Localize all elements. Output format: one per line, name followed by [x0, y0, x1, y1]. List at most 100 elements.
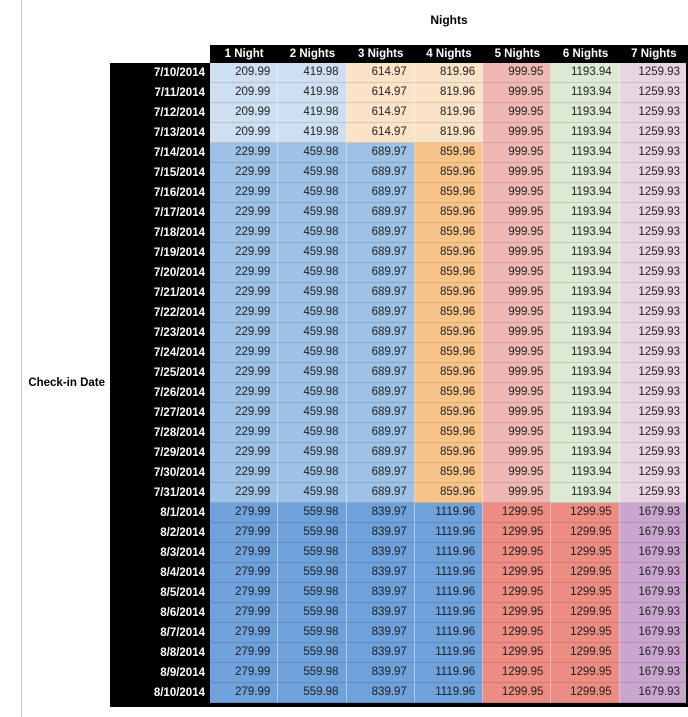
- price-cell[interactable]: 1119.96: [414, 583, 484, 603]
- price-cell[interactable]: 279.99: [210, 563, 279, 583]
- row-date[interactable]: 7/23/2014: [110, 323, 210, 343]
- price-cell[interactable]: 689.97: [346, 343, 415, 363]
- price-cell[interactable]: 689.97: [346, 203, 415, 223]
- row-date[interactable]: 7/10/2014: [110, 63, 210, 83]
- price-cell[interactable]: 279.99: [210, 603, 279, 623]
- row-date[interactable]: 7/19/2014: [110, 243, 210, 263]
- row-date[interactable]: 7/31/2014: [110, 483, 210, 503]
- price-cell[interactable]: 229.99: [210, 363, 279, 383]
- price-cell[interactable]: 999.95: [483, 443, 552, 463]
- row-date[interactable]: 7/11/2014: [110, 83, 210, 103]
- price-cell[interactable]: 1193.94: [551, 223, 620, 243]
- price-cell[interactable]: 1119.96: [414, 603, 484, 623]
- price-cell[interactable]: 859.96: [414, 423, 484, 443]
- price-cell[interactable]: 999.95: [483, 203, 552, 223]
- price-cell[interactable]: 859.96: [414, 483, 484, 503]
- price-cell[interactable]: 999.95: [483, 263, 552, 283]
- price-cell[interactable]: 839.97: [346, 623, 415, 643]
- price-cell[interactable]: 1259.93: [619, 203, 688, 223]
- price-cell[interactable]: 279.99: [210, 643, 279, 663]
- price-cell[interactable]: 559.98: [278, 543, 347, 563]
- row-date[interactable]: 8/9/2014: [110, 663, 210, 683]
- row-date[interactable]: 7/24/2014: [110, 343, 210, 363]
- price-cell[interactable]: 229.99: [210, 243, 279, 263]
- price-cell[interactable]: 999.95: [483, 463, 552, 483]
- row-date[interactable]: 7/13/2014: [110, 123, 210, 143]
- price-cell[interactable]: 689.97: [346, 143, 415, 163]
- price-cell[interactable]: 1299.95: [483, 623, 552, 643]
- price-cell[interactable]: 1299.95: [551, 603, 620, 623]
- price-cell[interactable]: 229.99: [210, 283, 279, 303]
- price-cell[interactable]: 1119.96: [414, 543, 484, 563]
- price-cell[interactable]: 559.98: [278, 623, 347, 643]
- price-cell[interactable]: 859.96: [414, 143, 484, 163]
- price-cell[interactable]: 859.96: [414, 223, 484, 243]
- price-cell[interactable]: 859.96: [414, 303, 484, 323]
- price-cell[interactable]: 1679.93: [619, 663, 688, 683]
- column-header[interactable]: 2 Nights: [278, 45, 347, 63]
- column-header[interactable]: 1 Night: [210, 45, 279, 63]
- price-cell[interactable]: 1193.94: [551, 263, 620, 283]
- price-cell[interactable]: 689.97: [346, 163, 415, 183]
- price-cell[interactable]: 689.97: [346, 223, 415, 243]
- price-cell[interactable]: 459.98: [278, 423, 347, 443]
- price-cell[interactable]: 1193.94: [551, 143, 620, 163]
- price-cell[interactable]: 1259.93: [619, 483, 688, 503]
- price-cell[interactable]: 999.95: [483, 423, 552, 443]
- price-cell[interactable]: 1193.94: [551, 443, 620, 463]
- price-cell[interactable]: 999.95: [483, 123, 552, 143]
- price-cell[interactable]: 229.99: [210, 163, 279, 183]
- price-cell[interactable]: 1299.95: [551, 643, 620, 663]
- price-cell[interactable]: 279.99: [210, 523, 279, 543]
- price-cell[interactable]: 859.96: [414, 243, 484, 263]
- price-cell[interactable]: 614.97: [346, 103, 415, 123]
- price-cell[interactable]: 859.96: [414, 283, 484, 303]
- price-cell[interactable]: 1259.93: [619, 443, 688, 463]
- price-cell[interactable]: 689.97: [346, 183, 415, 203]
- price-cell[interactable]: 1259.93: [619, 103, 688, 123]
- price-cell[interactable]: 459.98: [278, 343, 347, 363]
- price-cell[interactable]: 1193.94: [551, 203, 620, 223]
- price-cell[interactable]: 229.99: [210, 343, 279, 363]
- price-cell[interactable]: 419.98: [278, 63, 347, 83]
- price-cell[interactable]: 1193.94: [551, 303, 620, 323]
- row-date[interactable]: 7/18/2014: [110, 223, 210, 243]
- row-date[interactable]: 8/7/2014: [110, 623, 210, 643]
- row-date[interactable]: 7/26/2014: [110, 383, 210, 403]
- price-cell[interactable]: 1259.93: [619, 83, 688, 103]
- price-cell[interactable]: 229.99: [210, 483, 279, 503]
- price-cell[interactable]: 279.99: [210, 583, 279, 603]
- price-cell[interactable]: 1679.93: [619, 603, 688, 623]
- price-cell[interactable]: 859.96: [414, 403, 484, 423]
- price-cell[interactable]: 459.98: [278, 183, 347, 203]
- price-cell[interactable]: 859.96: [414, 383, 484, 403]
- row-date[interactable]: 7/25/2014: [110, 363, 210, 383]
- price-cell[interactable]: 1193.94: [551, 403, 620, 423]
- price-cell[interactable]: 614.97: [346, 83, 415, 103]
- row-date[interactable]: 8/5/2014: [110, 583, 210, 603]
- price-cell[interactable]: 1259.93: [619, 223, 688, 243]
- price-cell[interactable]: 459.98: [278, 483, 347, 503]
- price-cell[interactable]: 819.96: [414, 63, 484, 83]
- price-cell[interactable]: 1193.94: [551, 123, 620, 143]
- row-date[interactable]: 8/8/2014: [110, 643, 210, 663]
- price-cell[interactable]: 1299.95: [551, 503, 620, 523]
- price-cell[interactable]: 689.97: [346, 423, 415, 443]
- price-cell[interactable]: 1299.95: [483, 683, 552, 703]
- row-date[interactable]: 7/30/2014: [110, 463, 210, 483]
- price-cell[interactable]: 229.99: [210, 203, 279, 223]
- price-cell[interactable]: 459.98: [278, 163, 347, 183]
- price-cell[interactable]: 279.99: [210, 503, 279, 523]
- price-cell[interactable]: 839.97: [346, 603, 415, 623]
- price-cell[interactable]: 229.99: [210, 223, 279, 243]
- price-cell[interactable]: 999.95: [483, 343, 552, 363]
- price-cell[interactable]: 689.97: [346, 363, 415, 383]
- price-cell[interactable]: 1299.95: [483, 663, 552, 683]
- price-cell[interactable]: 999.95: [483, 63, 552, 83]
- price-cell[interactable]: 1193.94: [551, 63, 620, 83]
- price-cell[interactable]: 1193.94: [551, 463, 620, 483]
- price-cell[interactable]: 859.96: [414, 443, 484, 463]
- price-cell[interactable]: 279.99: [210, 663, 279, 683]
- price-cell[interactable]: 459.98: [278, 303, 347, 323]
- price-cell[interactable]: 689.97: [346, 263, 415, 283]
